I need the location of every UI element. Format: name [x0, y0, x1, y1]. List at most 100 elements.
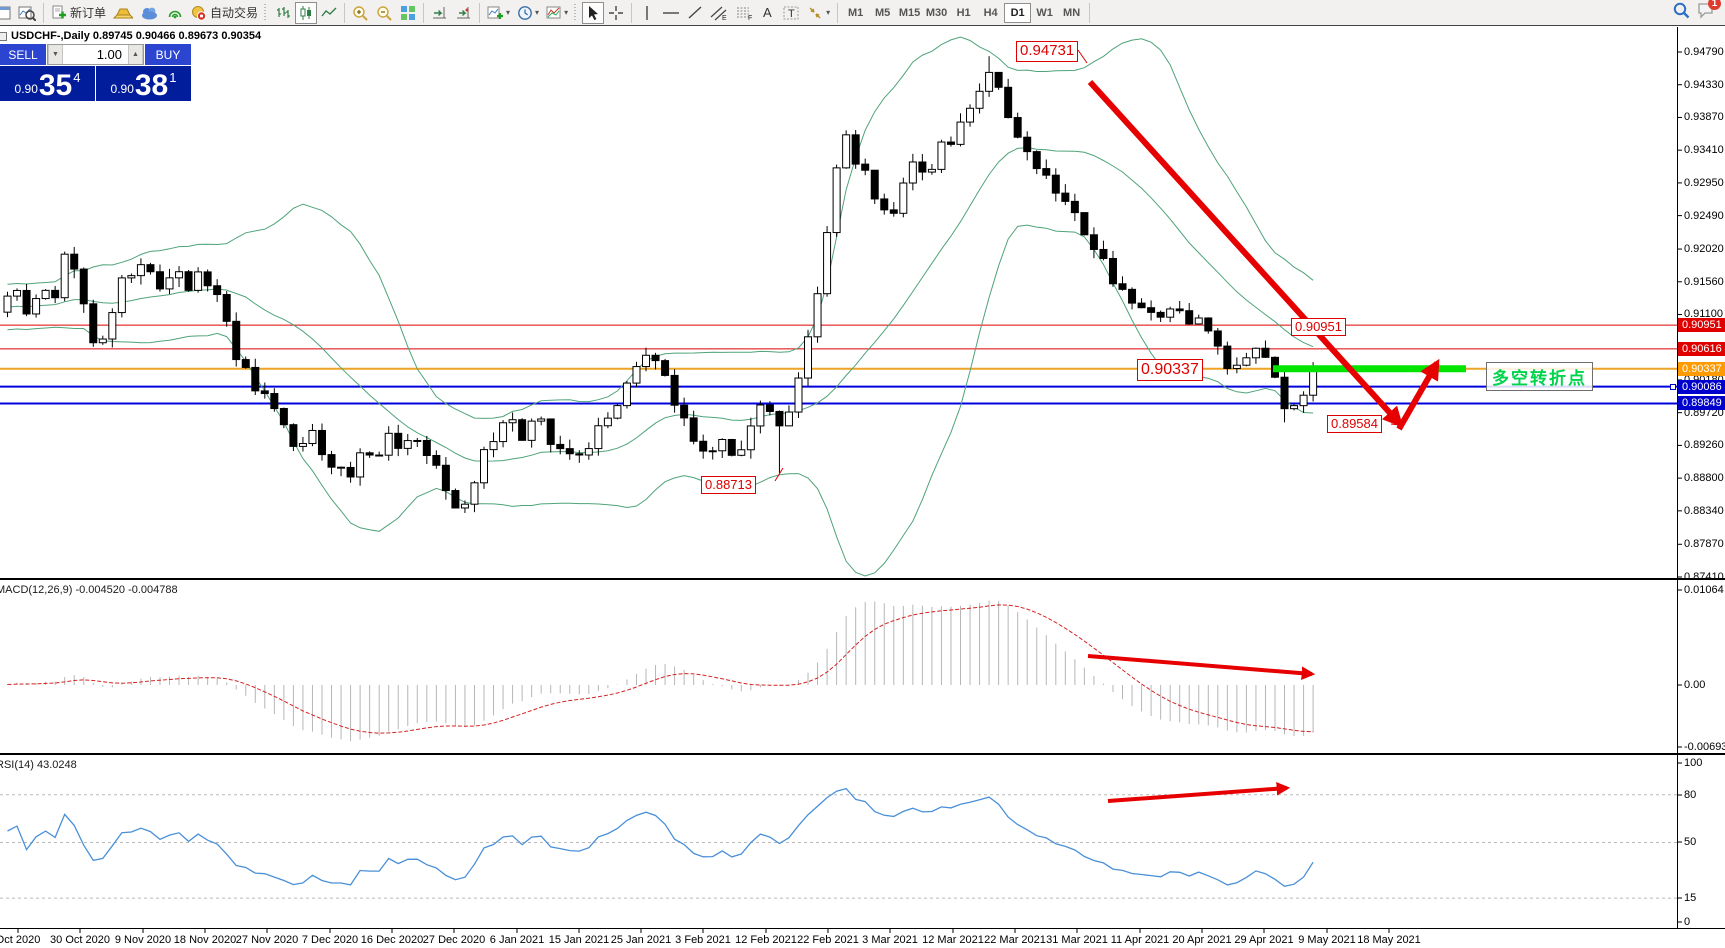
volume-decrease-button[interactable]: ▼ — [48, 45, 63, 64]
notification-badge: 1 — [1708, 0, 1721, 10]
auto-scroll-icon[interactable] — [428, 2, 451, 24]
date-label[interactable]: 22 Feb 2021 — [797, 934, 859, 946]
volume-increase-button[interactable]: ▲ — [128, 45, 143, 64]
price-axis-line — [1677, 27, 1678, 928]
dropdown-caret: ▾ — [826, 8, 831, 17]
date-label[interactable]: 9 Nov 2020 — [114, 934, 172, 946]
pivot-zone-label[interactable]: 多空转折点 — [1486, 362, 1593, 391]
periods-icon[interactable]: ▾ — [514, 2, 542, 24]
chart-shift-icon[interactable] — [452, 2, 475, 24]
dropdown-caret: ▾ — [506, 8, 511, 17]
price-marker-0.90337: 0.90337 — [1678, 362, 1725, 376]
date-label[interactable]: 31 Mar 2021 — [1046, 934, 1108, 946]
date-label[interactable]: 12 Mar 2021 — [922, 934, 984, 946]
auto-trading-button[interactable]: 自动交易 — [187, 2, 261, 24]
date-label[interactable]: 7 Dec 2020 — [301, 934, 359, 946]
line-chart-type-icon[interactable] — [318, 2, 340, 24]
date-label[interactable]: 27 Dec 2020 — [422, 934, 486, 946]
gold-bar-icon[interactable] — [110, 2, 136, 24]
timeframe-H1[interactable]: H1 — [956, 6, 971, 19]
price-callout-0.94731[interactable]: 0.94731 — [1016, 41, 1079, 62]
crosshair-icon[interactable] — [605, 2, 627, 24]
new-order-button[interactable]: 新订单 — [48, 2, 109, 24]
timeframe-M1[interactable]: M1 — [847, 6, 864, 19]
price-tick-0.87870: 0.87870 — [1684, 538, 1724, 550]
search-icon[interactable] — [1672, 1, 1690, 24]
buy-button[interactable]: BUY — [145, 44, 191, 65]
price-callout-0.88713[interactable]: 0.88713 — [701, 476, 756, 495]
sell-price[interactable]: 0.90 35 4 — [0, 66, 95, 101]
timeframe-M15[interactable]: M15 — [898, 6, 921, 19]
date-label[interactable]: 29 Apr 2021 — [1234, 934, 1294, 946]
volume-value[interactable]: 1.00 — [96, 47, 122, 62]
price-callout-0.89584[interactable]: 0.89584 — [1327, 415, 1382, 434]
timeframe-M30[interactable]: M30 — [925, 6, 948, 19]
toolbar-separator — [43, 2, 44, 23]
timeframe-M5[interactable]: M5 — [874, 6, 891, 19]
macd-tick--0.006934: -0.006934 — [1684, 741, 1725, 753]
rsi-tick-80: 80 — [1684, 789, 1697, 801]
line-handle[interactable] — [1670, 384, 1676, 390]
price-tick-0.91560: 0.91560 — [1684, 276, 1724, 288]
date-label[interactable]: 15 Jan 2021 — [548, 934, 610, 946]
toolbar-separator — [631, 2, 633, 23]
date-label[interactable]: 25 Jan 2021 — [610, 934, 672, 946]
candlestick-chart-type-icon[interactable] — [295, 1, 318, 24]
profiles-icon[interactable] — [15, 2, 39, 24]
price-marker-0.90616: 0.90616 — [1678, 342, 1725, 356]
templates-icon[interactable]: ▾ — [543, 2, 571, 24]
zoom-out-icon[interactable] — [373, 2, 396, 24]
macd-pane[interactable] — [0, 581, 1677, 753]
rsi-tick-0: 0 — [1684, 916, 1691, 928]
date-label[interactable]: 11 Apr 2021 — [1110, 934, 1170, 946]
chart-window-icon[interactable] — [0, 2, 14, 24]
date-label[interactable]: 18 May 2021 — [1357, 934, 1421, 946]
date-label[interactable]: 22 Mar 2021 — [984, 934, 1046, 946]
trendline-icon[interactable] — [684, 2, 706, 24]
cursor-icon[interactable] — [582, 1, 605, 24]
date-label[interactable]: 12 Feb 2021 — [735, 934, 797, 946]
rsi-pane[interactable] — [0, 756, 1677, 928]
price-tick-0.92950: 0.92950 — [1684, 177, 1724, 189]
timeframe-D1[interactable]: D1 — [1004, 2, 1032, 23]
price-tick-0.88340: 0.88340 — [1684, 505, 1724, 517]
svg-text:A: A — [763, 5, 772, 20]
timeframe-MN[interactable]: MN — [1063, 6, 1081, 19]
main-chart-pane[interactable] — [0, 27, 1677, 578]
price-tick-0.92490: 0.92490 — [1684, 210, 1724, 222]
zoom-in-icon[interactable] — [349, 2, 372, 24]
date-label[interactable]: 9 May 2021 — [1298, 934, 1356, 946]
indicators-icon[interactable]: ▾ — [484, 2, 513, 24]
date-label[interactable]: 30 Oct 2020 — [50, 934, 110, 946]
text-icon[interactable]: A — [757, 2, 779, 24]
date-label[interactable]: Oct 2020 — [0, 934, 41, 946]
bar-chart-type-icon[interactable] — [272, 2, 294, 24]
new-order-icon — [52, 5, 66, 18]
community-icon[interactable] — [137, 2, 162, 24]
price-tick-0.89720: 0.89720 — [1684, 407, 1724, 419]
timeframe-H4[interactable]: H4 — [983, 6, 998, 19]
date-label[interactable]: 6 Jan 2021 — [489, 934, 545, 946]
tile-windows-icon[interactable] — [397, 2, 419, 24]
date-label[interactable]: 27 Nov 2020 — [235, 934, 299, 946]
horizontal-line-icon[interactable] — [659, 2, 683, 24]
equidistant-channel-icon[interactable]: E — [707, 2, 731, 24]
vertical-line-icon[interactable] — [636, 2, 658, 24]
arrows-tool-icon[interactable]: ▾ — [804, 2, 833, 24]
pane-separator[interactable] — [0, 578, 1725, 580]
pane-separator[interactable] — [0, 753, 1725, 755]
date-label[interactable]: 20 Apr 2021 — [1172, 934, 1232, 946]
date-label[interactable]: 18 Nov 2020 — [173, 934, 237, 946]
text-label-icon[interactable]: T — [780, 2, 803, 24]
date-label[interactable]: 3 Feb 2021 — [675, 934, 731, 946]
sell-button[interactable]: SELL — [0, 44, 46, 65]
notifications-icon[interactable]: 1 — [1696, 0, 1721, 24]
buy-price[interactable]: 0.90 38 1 — [96, 66, 191, 101]
timeframe-W1[interactable]: W1 — [1036, 6, 1053, 19]
date-label[interactable]: 16 Dec 2020 — [360, 934, 424, 946]
signals-icon[interactable] — [163, 2, 186, 24]
date-label[interactable]: 3 Mar 2021 — [862, 934, 918, 946]
price-callout-0.90951[interactable]: 0.90951 — [1291, 318, 1346, 337]
price-callout-0.90337[interactable]: 0.90337 — [1137, 359, 1203, 381]
fibonacci-icon[interactable]: F — [732, 2, 756, 24]
